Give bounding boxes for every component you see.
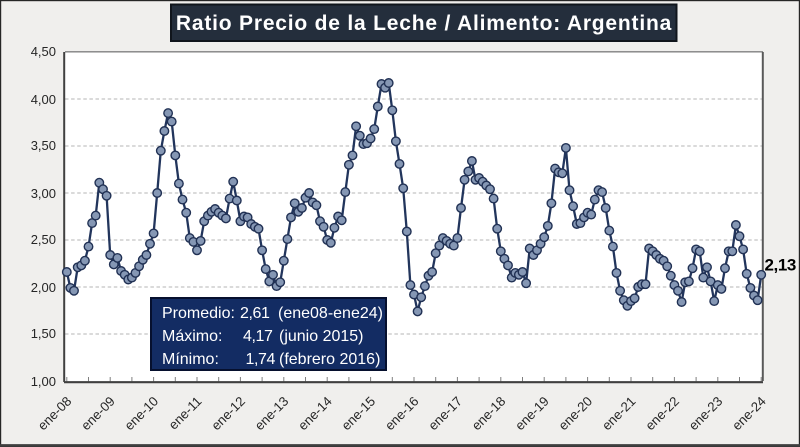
svg-text:(ene08-ene24): (ene08-ene24) xyxy=(278,305,383,322)
svg-text:(junio 2015): (junio 2015) xyxy=(279,328,364,345)
svg-text:2,61: 2,61 xyxy=(240,305,270,322)
svg-text:2,00: 2,00 xyxy=(31,280,56,295)
svg-text:Ratio Precio de la Leche / Ali: Ratio Precio de la Leche / Alimento: Arg… xyxy=(176,12,672,35)
svg-text:4,00: 4,00 xyxy=(31,92,56,107)
svg-text:Mínimo:: Mínimo: xyxy=(162,351,219,368)
svg-text:1,50: 1,50 xyxy=(31,326,56,341)
svg-text:2,13: 2,13 xyxy=(765,256,797,275)
svg-text:(febrero 2016): (febrero 2016) xyxy=(279,351,380,368)
svg-text:2,50: 2,50 xyxy=(31,232,56,247)
svg-text:3,50: 3,50 xyxy=(31,138,56,153)
svg-text:1,00: 1,00 xyxy=(31,374,56,389)
svg-text:1,74: 1,74 xyxy=(246,351,276,368)
svg-text:Máximo:: Máximo: xyxy=(162,328,222,345)
svg-text:4,17: 4,17 xyxy=(243,328,273,345)
svg-text:3,00: 3,00 xyxy=(31,186,56,201)
svg-text:Promedio:: Promedio: xyxy=(162,305,235,322)
svg-text:4,50: 4,50 xyxy=(31,44,56,59)
